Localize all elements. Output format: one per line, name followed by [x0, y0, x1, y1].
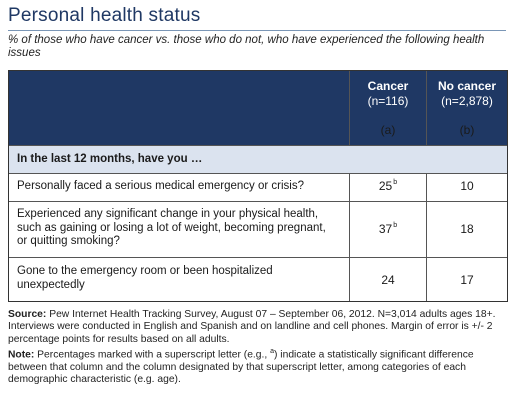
table-cell-no-cancer: 10	[460, 179, 474, 193]
column-header-label: Cancer	[367, 79, 409, 93]
row-divider	[9, 201, 507, 202]
significance-marker: b	[393, 179, 398, 186]
column-header-n: (n=116)	[367, 94, 409, 108]
column-header-n: (n=2,878)	[441, 94, 493, 108]
table-header	[9, 71, 507, 145]
title-divider	[8, 30, 506, 31]
column-divider	[426, 71, 427, 301]
source-text: Source: Pew Internet Health Tracking Sur…	[8, 309, 514, 346]
table-row-label: Experienced any significant change in yo…	[17, 208, 326, 247]
table-cell-cancer: 25b	[349, 179, 427, 193]
cell-value: 25	[378, 179, 393, 193]
subtitle: % of those who have cancer vs. those who…	[8, 34, 485, 59]
row-divider	[9, 173, 507, 174]
note-text: Note: Percentages marked with a superscr…	[8, 346, 514, 387]
note-label: Note:	[8, 349, 35, 361]
table-cell-no-cancer: 18	[460, 222, 474, 236]
column-letter-a: (a)	[380, 123, 396, 137]
column-divider	[349, 71, 350, 301]
page-title: Personal health status	[8, 5, 201, 26]
table-cell-cancer: 24	[381, 273, 395, 287]
significance-marker: b	[393, 222, 398, 229]
note-body-end: ) indicate a statistically significant d…	[8, 349, 474, 386]
table-row-label: Personally faced a serious medical emerg…	[17, 180, 304, 192]
column-header-cancer: Cancer (n=116)	[349, 79, 427, 109]
table-cell-cancer: 37b	[349, 222, 427, 236]
table-row-label: Gone to the emergency room or been hospi…	[17, 265, 273, 291]
column-header-label: No cancer	[437, 79, 497, 93]
column-letter-b: (b)	[459, 123, 475, 137]
column-header-no-cancer: No cancer (n=2,878)	[427, 79, 507, 109]
source-note: Source: Pew Internet Health Tracking Sur…	[8, 309, 514, 387]
source-label: Source:	[8, 309, 47, 320]
note-body-start: Percentages marked with a superscript le…	[34, 349, 271, 361]
cell-value: 37	[378, 222, 393, 236]
section-row	[9, 145, 507, 173]
table-cell-no-cancer: 17	[460, 273, 474, 287]
section-label: In the last 12 months, have you …	[17, 153, 203, 165]
note-superscript: a	[270, 348, 275, 356]
data-table: Cancer (n=116) No cancer (n=2,878) (a) (…	[8, 70, 508, 302]
row-divider	[9, 145, 507, 146]
source-body: Pew Internet Health Tracking Survey, Aug…	[8, 309, 496, 345]
row-divider	[9, 257, 507, 258]
